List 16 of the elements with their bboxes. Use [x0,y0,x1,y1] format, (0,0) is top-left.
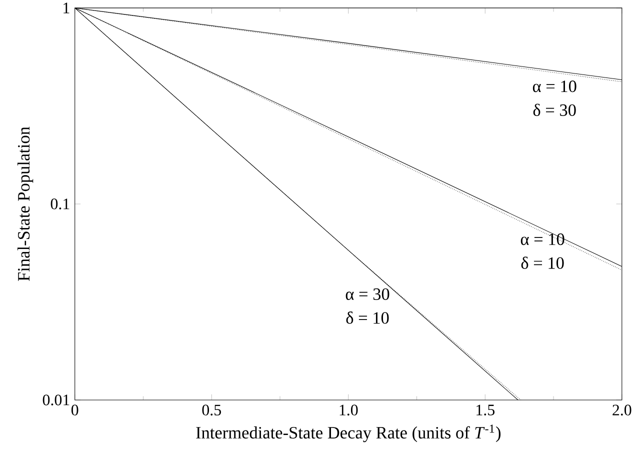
x-tick-label: 0.5 [202,404,221,416]
annotation: δ = 10 [346,311,389,324]
x-tick-label: 0 [71,404,78,416]
annotation: α = 10 [520,233,564,246]
y-tick-label: 0.1 [50,198,70,210]
y-axis-title: Final-State Population [17,126,34,281]
annotation: α = 10 [532,80,576,92]
x-tick-label: 1.0 [340,404,358,416]
y-tick-label: 0.01 [42,394,70,406]
annotation: δ = 30 [533,104,576,116]
annotation: α = 30 [346,288,390,300]
x-tick-label: 2.0 [612,404,632,416]
annotation: δ = 10 [521,256,564,269]
x-tick-label: 1.5 [476,404,494,416]
y-tick-label: 1 [64,2,70,14]
x-axis-title: Intermediate-State Decay Rate (units of T$^{-1}$) [196,424,501,442]
